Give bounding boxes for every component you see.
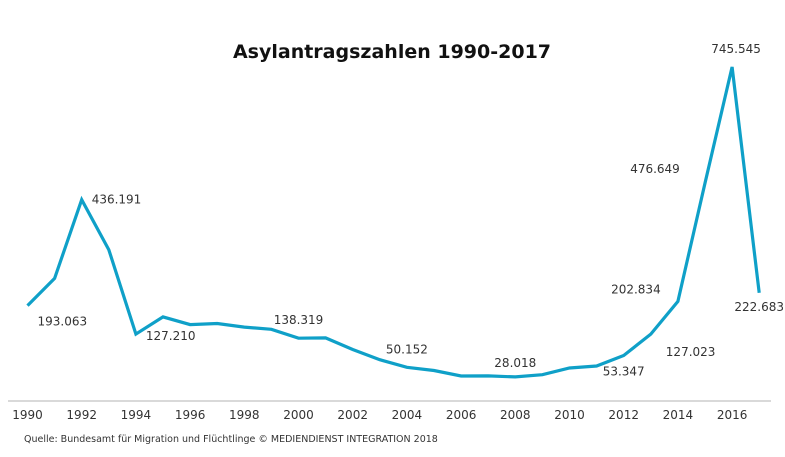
x-tick-label: 1994 xyxy=(121,408,152,422)
data-label: 28.018 xyxy=(494,356,536,370)
x-tick-label: 1990 xyxy=(12,408,43,422)
x-tick-label: 1996 xyxy=(175,408,206,422)
data-label: 138.319 xyxy=(274,313,324,327)
chart-title: Asylantragszahlen 1990-2017 xyxy=(233,41,551,63)
x-tick-label: 1992 xyxy=(66,408,97,422)
data-line xyxy=(26,66,761,379)
x-tick-label: 2010 xyxy=(554,408,585,422)
data-label: 476.649 xyxy=(630,162,680,176)
x-tick-label: 2006 xyxy=(446,408,477,422)
data-label: 127.023 xyxy=(666,345,716,359)
data-label: 222.683 xyxy=(734,300,784,314)
data-labels: 193.063 436.191 127.210 138.319 50.152 28.018… xyxy=(38,42,785,378)
source-note: Quelle: Bundesamt für Migration und Flüc… xyxy=(24,434,438,445)
x-tick-label: 2004 xyxy=(392,408,423,422)
x-axis-ticks: 1990 1992 1994 1996 1998 2000 2002 2004 2006 2008… xyxy=(12,408,747,422)
x-tick-label: 2016 xyxy=(717,408,748,422)
data-label: 193.063 xyxy=(38,315,88,329)
x-tick-label: 1998 xyxy=(229,408,260,422)
data-label: 745.545 xyxy=(711,42,761,56)
x-tick-label: 2012 xyxy=(608,408,639,422)
data-label: 202.834 xyxy=(611,282,661,296)
data-label: 436.191 xyxy=(92,193,142,207)
x-tick-label: 2008 xyxy=(500,408,531,422)
data-label: 53.347 xyxy=(603,364,645,378)
x-tick-label: 2014 xyxy=(663,408,694,422)
x-tick-label: 2002 xyxy=(337,408,368,422)
data-label: 127.210 xyxy=(146,329,196,343)
data-label: 50.152 xyxy=(386,342,428,356)
x-tick-label: 2000 xyxy=(283,408,314,422)
